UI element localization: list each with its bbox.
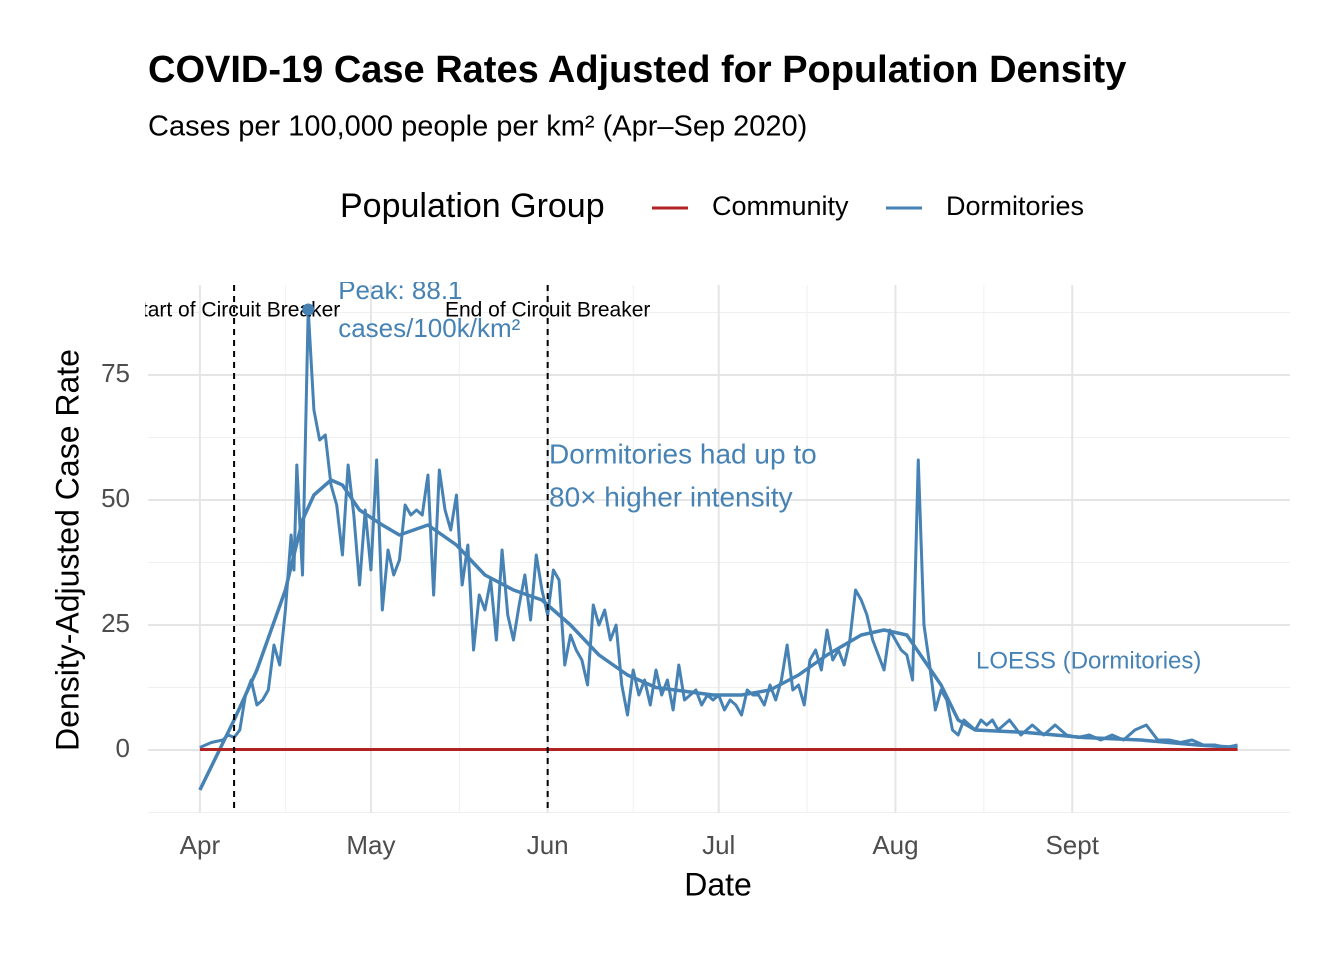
line-series (199, 308, 1238, 749)
x-tick-label: Sept (1045, 830, 1099, 860)
y-axis-label: Density-Adjusted Case Rate (49, 349, 85, 751)
annotations: Start of Circuit Breaker End of Circuit B… (128, 275, 1201, 813)
note-text: Dormitories had up to (549, 438, 817, 469)
x-tick-label: Jun (527, 830, 569, 860)
plot-area (198, 308, 1238, 791)
y-tick-label: 50 (101, 483, 130, 513)
smooth-label: LOESS (Dormitories) (976, 647, 1201, 674)
smooth-line (198, 478, 1238, 791)
x-tick-label: May (346, 830, 395, 860)
chart-subtitle: Cases per 100,000 people per km² (Apr–Se… (148, 111, 807, 143)
legend: Community Dormitories (652, 191, 1084, 221)
peak-label: cases/100k/km² (338, 313, 520, 343)
legend-label: Community (712, 191, 849, 221)
x-tick-label: Jul (702, 830, 735, 860)
grid: 0 25 50 75 Apr May Jun Jul Aug Sept (101, 285, 1290, 860)
event-label: End of Circuit Breaker (445, 299, 650, 322)
y-tick-label: 25 (101, 608, 130, 638)
x-tick-label: Aug (872, 830, 918, 860)
y-tick-label: 0 (116, 733, 130, 763)
peak-label: Peak: 88.1 (338, 275, 462, 305)
chart-title: COVID-19 Case Rates Adjusted for Populat… (148, 49, 1126, 91)
x-axis-label: Date (684, 866, 752, 902)
y-tick-label: 75 (101, 358, 130, 388)
peak-point (302, 303, 315, 316)
note-text: 80× higher intensity (549, 481, 793, 512)
legend-title: Population Group (340, 187, 605, 225)
event-label: Start of Circuit Breaker (128, 299, 340, 322)
x-tick-label: Apr (180, 830, 221, 860)
legend-label: Dormitories (946, 191, 1084, 221)
